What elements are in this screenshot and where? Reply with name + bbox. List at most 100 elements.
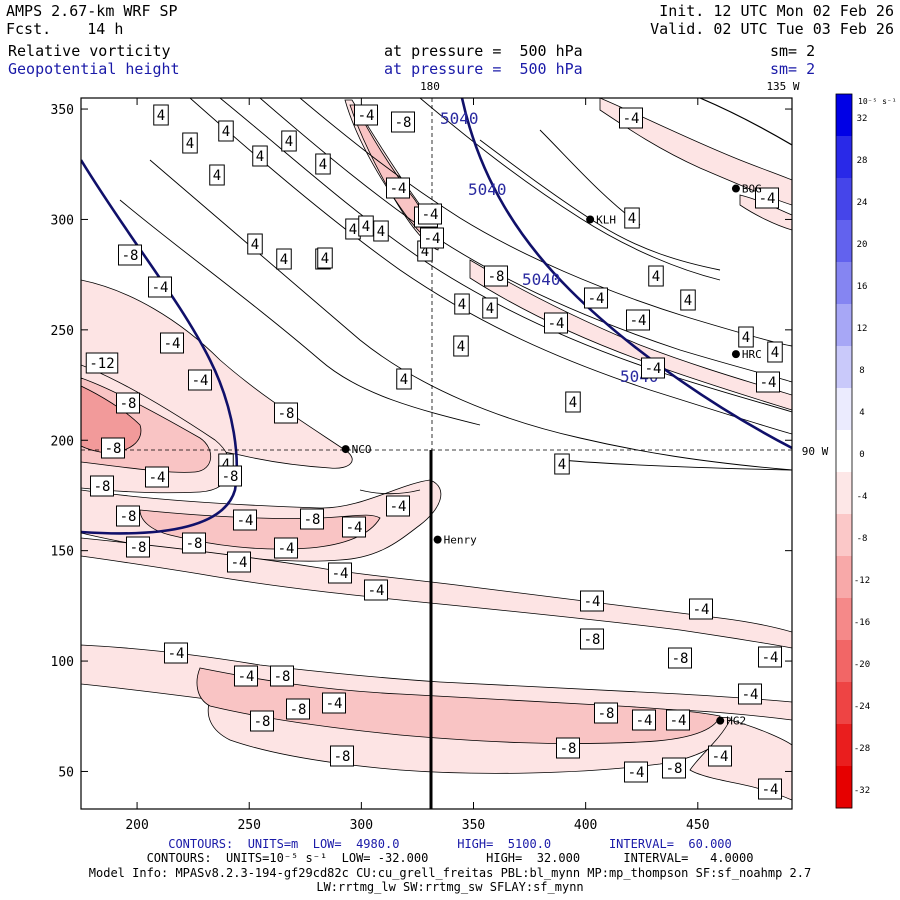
vort-label-box: [286, 698, 310, 720]
vort-label-box: [342, 516, 366, 538]
vort-label-box: [364, 579, 388, 601]
colorbar-segment: [836, 472, 852, 515]
vort-label: -4: [168, 646, 185, 662]
vort-label-box: [118, 244, 142, 266]
vort-label-box: [315, 153, 331, 175]
station-marker: [731, 184, 740, 193]
vort-label-box: [619, 107, 643, 129]
label-180: 180: [420, 80, 440, 93]
vort-label: -4: [422, 207, 439, 223]
vort-label: -4: [231, 555, 248, 571]
vort-band-mid: [81, 537, 792, 649]
label-135w: 135 W: [766, 80, 799, 93]
colorbar-segment: [836, 682, 852, 725]
vort-label-box: [554, 453, 570, 475]
colorbar-tick-label: 8: [859, 366, 864, 376]
vort-label: -4: [712, 749, 729, 765]
y-tick-label: 300: [51, 213, 74, 228]
field1-label: Relative vorticity: [8, 42, 171, 60]
colorbar-segment: [836, 346, 852, 389]
vort-label: -4: [278, 541, 295, 557]
valid-time: Valid. 02 UTC Tue 03 Feb 26: [650, 20, 894, 38]
vort-label: 4: [319, 157, 327, 173]
x-tick-label: 250: [237, 818, 260, 833]
colorbar-segment: [836, 388, 852, 431]
model-title: AMPS 2.67-km WRF SP: [6, 2, 178, 20]
vort-label-box: [218, 465, 242, 487]
vort-label: 4: [280, 252, 288, 268]
vort-label-box: [250, 710, 274, 732]
height-label: 5040: [522, 270, 561, 289]
vort-label: -4: [237, 513, 254, 529]
vort-label: -4: [645, 361, 662, 377]
vort-label-box: [330, 745, 354, 767]
colorbar-tick-label: 28: [857, 156, 868, 166]
vort-label: -4: [630, 313, 647, 329]
vort-label: 4: [652, 269, 660, 285]
label-90w: 90 W: [802, 445, 829, 458]
vort-label-box: [689, 598, 713, 620]
vort-label-box: [182, 132, 198, 154]
colorbar: 32 28 24 20 16 12 8 4 0 -4 -8 -12 -16 -20 -24 -28 -32: [835, 93, 870, 809]
vort-label-box: [662, 757, 686, 779]
vort-label: -8: [334, 749, 351, 765]
vort-label-box: [565, 391, 581, 413]
vort-label: 4: [222, 124, 230, 140]
station-label: HG2: [726, 715, 746, 728]
vort-label-box: [188, 369, 212, 391]
vort-core-south: [196, 667, 721, 744]
vort-label-box: [580, 590, 604, 612]
x-axis: 200 250 300 350 400 450: [125, 98, 710, 833]
vort-label: 4: [569, 395, 577, 411]
vort-label: -4: [693, 602, 710, 618]
vort-label-box: [396, 368, 412, 390]
colorbar-segment: [836, 640, 852, 683]
vort-label-box: [758, 646, 782, 668]
colorbar-segment: [836, 262, 852, 305]
height-label: 5040: [468, 180, 507, 199]
vort-label-box: [116, 392, 140, 414]
colorbar-tick-label: -28: [854, 744, 870, 754]
vort-label-box: [648, 265, 664, 287]
footer-model-info: Model Info: MPASv8.2.3-194-gf29cd82c CU:…: [88, 866, 812, 880]
vort-label: 4: [377, 224, 385, 240]
vort-label-box: [580, 628, 604, 650]
vort-label: 4: [285, 134, 293, 150]
vort-core-max: [81, 385, 142, 453]
vort-label: -8: [598, 706, 615, 722]
vort-label-box: [270, 665, 294, 687]
x-tick-label: 350: [462, 818, 485, 833]
vort-label-box: [164, 642, 188, 664]
init-time: Init. 12 UTC Mon 02 Feb 26: [659, 2, 894, 20]
vort-label: -8: [254, 714, 271, 730]
level2-label: at pressure = 500 hPa: [384, 60, 583, 78]
level1-label: at pressure = 500 hPa: [384, 42, 583, 60]
vort-label: -4: [548, 316, 565, 332]
colorbar-tick-label: -20: [854, 660, 870, 670]
sm1-label: sm= 2: [770, 42, 816, 60]
vort-label-box: [420, 227, 444, 249]
vort-label: -8: [488, 269, 505, 285]
vort-label-box: [594, 702, 618, 724]
vort-label-box: [584, 287, 608, 309]
vort-label: -8: [290, 702, 307, 718]
field2-label: Geopotential height: [8, 60, 180, 78]
colorbar-tick-label: -24: [854, 702, 870, 712]
vort-label-box: [738, 683, 762, 705]
vort-label-box: [668, 647, 692, 669]
vort-label: -4: [164, 336, 181, 352]
vort-label: 4: [157, 108, 165, 124]
station-label: Henry: [444, 534, 477, 547]
height-label: 5040: [440, 109, 479, 128]
vort-label: -4: [760, 375, 777, 391]
colorbar-tick-label: -4: [857, 492, 868, 502]
colorbar-segment: [836, 598, 852, 641]
sm2-label: sm= 2: [770, 60, 816, 78]
vort-label: -8: [278, 406, 295, 422]
colorbar-tick-label: -16: [854, 618, 870, 628]
vort-label: 4: [222, 457, 230, 473]
forecast-label: Fcst. 14 h: [6, 21, 123, 38]
vort-label-box: [484, 265, 508, 287]
vort-label: -4: [762, 650, 779, 666]
vort-label: -8: [274, 669, 291, 685]
